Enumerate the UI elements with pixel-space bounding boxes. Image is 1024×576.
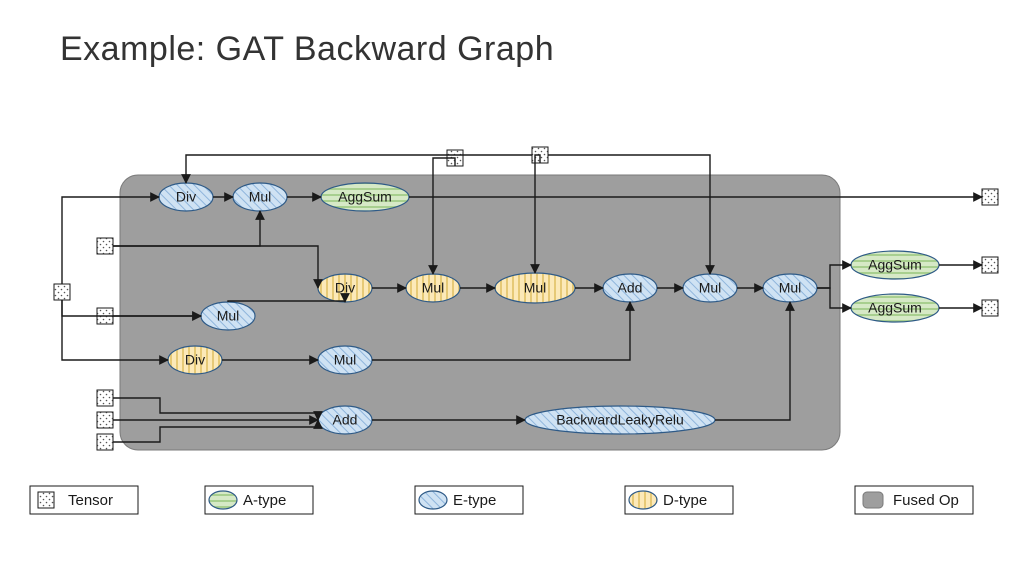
legend-item-fused: Fused Op [855,486,973,514]
diagram-canvas: Div Mul AggSum Div Mul Mul Add Mul Mul AggSum AggS… [0,0,1024,576]
node-label-add2: Add [333,412,358,428]
legend-label-E: E-type [453,492,496,509]
node-label-mul2: Mul [422,280,445,296]
node-label-mul4: Mul [699,280,722,296]
node-label-div3: Div [185,352,205,368]
legend-label-tensor: Tensor [68,492,113,509]
tensor-t_far_left_mid [54,284,70,300]
tensor-t_left_top [97,238,113,254]
legend-item-D: D-type [625,486,733,514]
legend-item-A: A-type [205,486,313,514]
node-label-mul1: Mul [249,189,272,205]
legend-label-A: A-type [243,492,286,509]
node-label-agg3: AggSum [868,300,922,316]
tensor-t_left_low1 [97,390,113,406]
legend-label-D: D-type [663,492,707,509]
tensor-t_out_mid [982,257,998,273]
node-label-mul7: Mul [334,352,357,368]
node-label-blrelu: BackwardLeakyRelu [556,412,684,428]
tensor-t_out_bot [982,300,998,316]
legend-label-fused: Fused Op [893,492,959,509]
node-label-agg2: AggSum [868,257,922,273]
tensor-t_left_low2 [97,412,113,428]
node-label-div1: Div [176,189,196,205]
tensor-t_left_low3 [97,434,113,450]
tensor-t_out_top [982,189,998,205]
legend-item-E: E-type [415,486,523,514]
node-label-add1: Add [618,280,643,296]
node-label-div2: Div [335,280,355,296]
node-label-mul5: Mul [779,280,802,296]
node-label-mul3: Mul [524,280,547,296]
node-label-mul6: Mul [217,308,240,324]
legend-item-tensor: Tensor [30,486,138,514]
node-label-agg1: AggSum [338,189,392,205]
